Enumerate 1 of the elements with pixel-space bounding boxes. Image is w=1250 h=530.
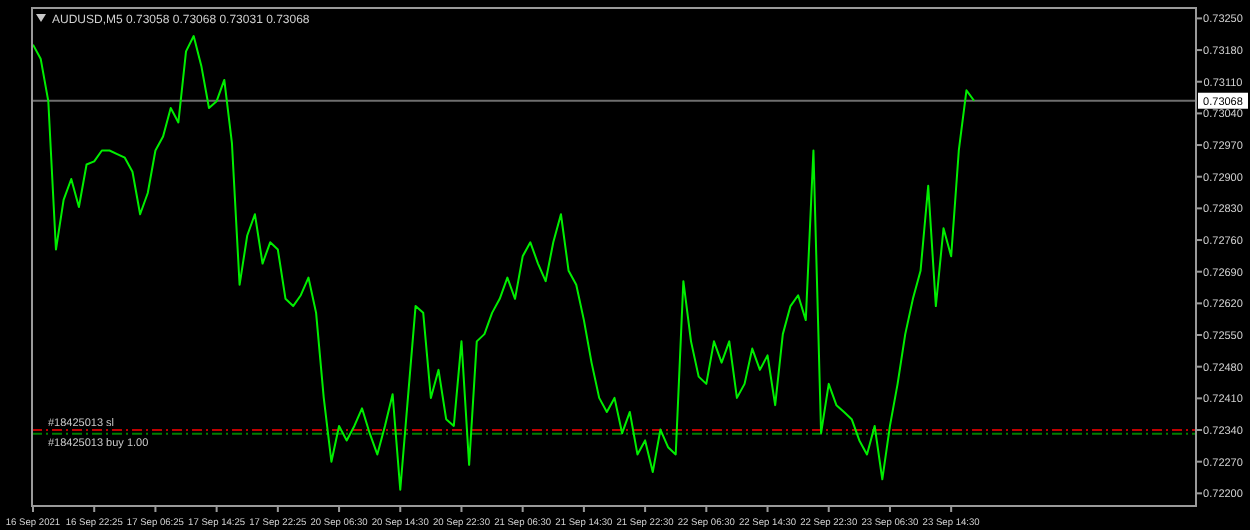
line-series [32, 35, 976, 491]
